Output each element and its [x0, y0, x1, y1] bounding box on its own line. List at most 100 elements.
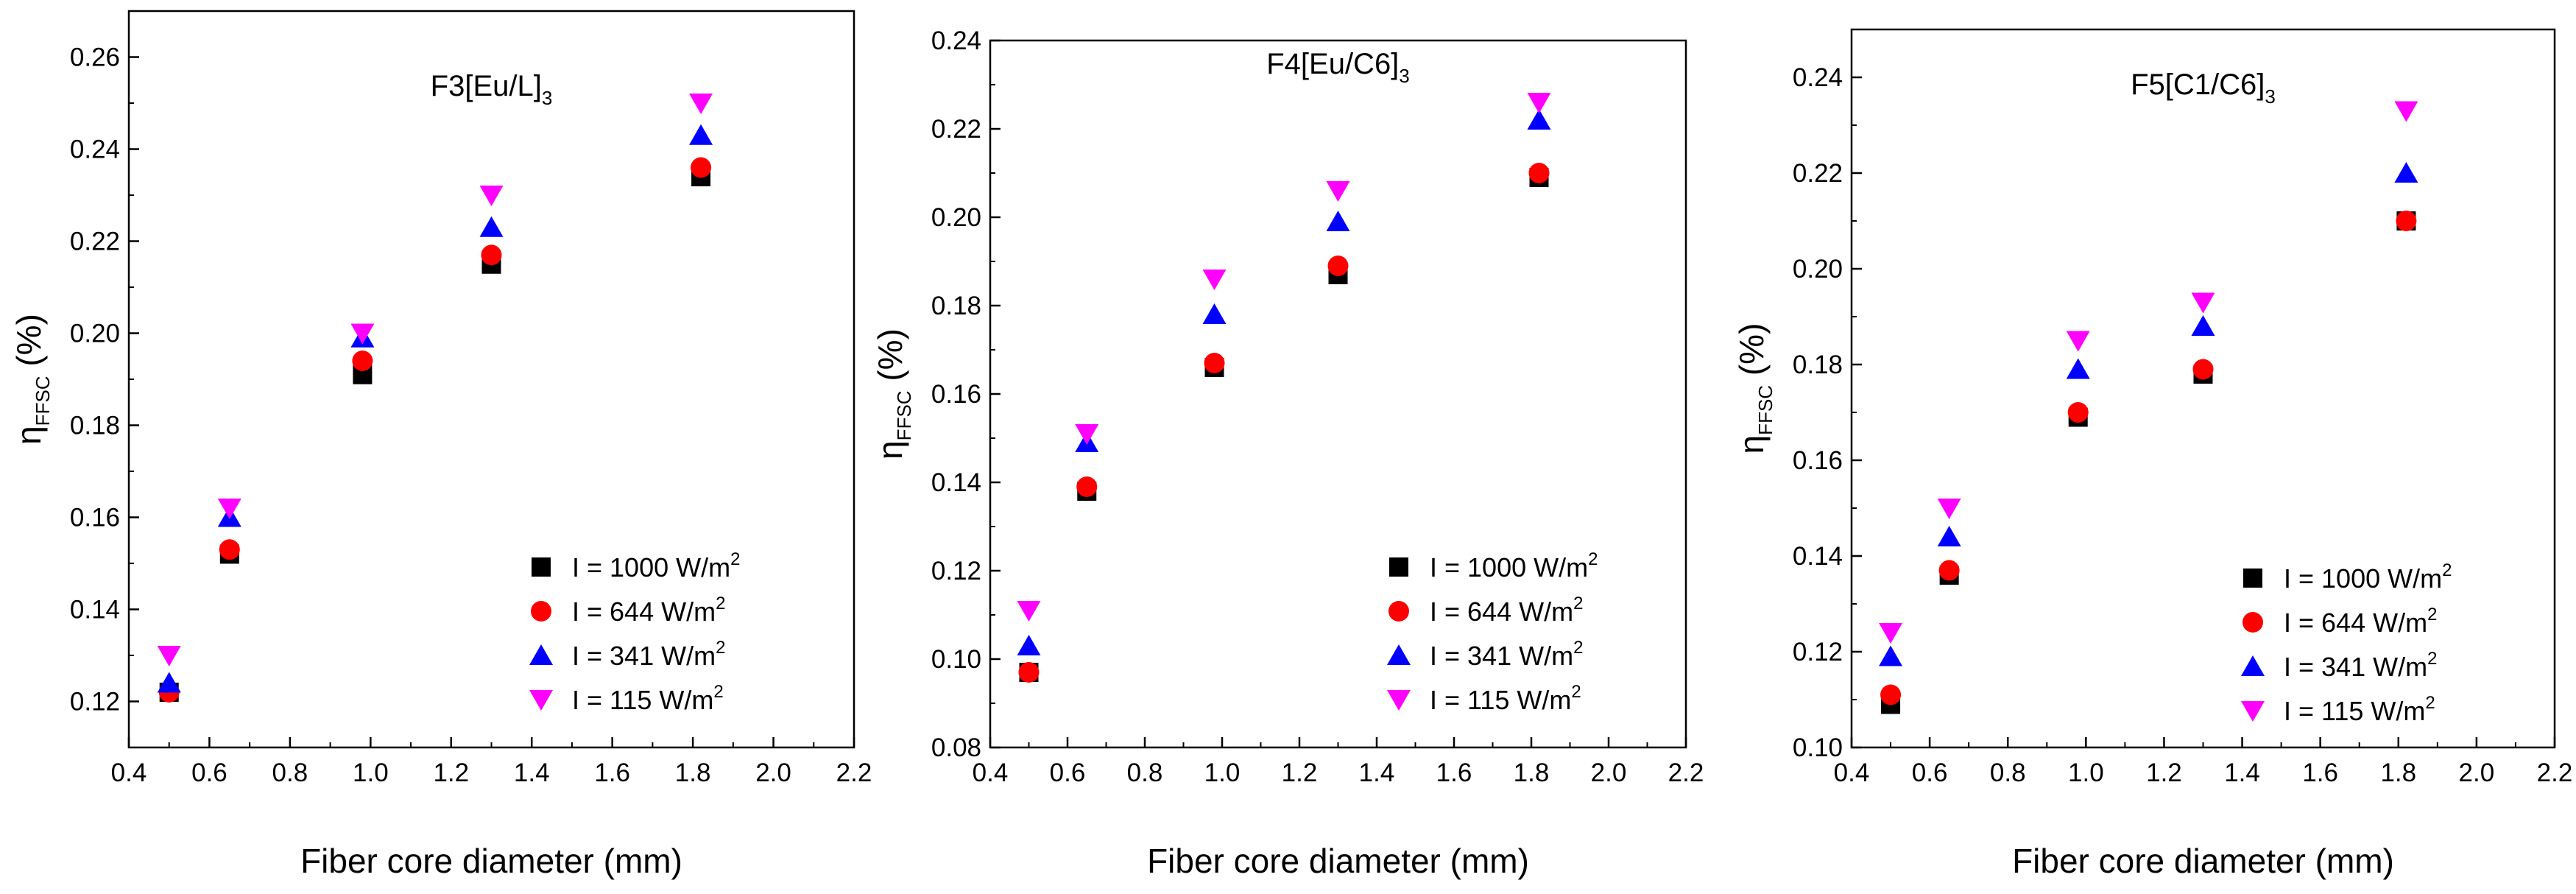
panel-title: F3[Eu/L]3 [431, 70, 553, 109]
data-point [2191, 315, 2215, 336]
x-tick-label: 1.8 [675, 759, 711, 787]
x-axis-title: Fiber core diameter (mm) [300, 842, 682, 880]
legend-label-text: I = 1000 W/m [572, 552, 730, 582]
x-tick-label: 2.0 [1591, 759, 1627, 787]
y-axis-title: ηFFSC (%) [10, 314, 54, 445]
legend-label-superscript: 2 [1571, 682, 1581, 702]
data-point [1326, 181, 1350, 202]
data-point [1018, 662, 1040, 683]
x-axis-title: Fiber core diameter (mm) [2012, 842, 2394, 880]
plot-frame [1850, 28, 2556, 749]
legend-marker [2241, 655, 2265, 676]
legend-label-text: I = 341 W/m [572, 641, 716, 671]
legend-label-superscript: 2 [1573, 594, 1583, 613]
legend: I = 1000 W/m2I = 644 W/m2I = 341 W/m2I =… [1387, 549, 1598, 715]
panel-title: F4[Eu/C6]3 [1266, 48, 1410, 87]
y-axis-subscript: FFSC [1754, 385, 1776, 435]
legend: I = 1000 W/m2I = 644 W/m2I = 341 W/m2I =… [2241, 560, 2452, 726]
legend-label-superscript: 2 [713, 682, 723, 702]
data-point [1880, 684, 1902, 705]
y-tick-label: 0.08 [931, 733, 981, 762]
data-point [1327, 256, 1349, 276]
x-tick-label: 1.8 [2380, 759, 2416, 787]
legend-label: I = 341 W/m2 [2284, 649, 2437, 682]
y-axis-unit: (%) [871, 328, 909, 390]
series-4 [157, 94, 713, 666]
legend-label-text: I = 1000 W/m [2284, 563, 2442, 594]
legend-label-text: I = 341 W/m [1430, 641, 1573, 671]
series-2 [1018, 163, 1550, 683]
legend-marker [529, 644, 553, 665]
y-tick-label: 0.18 [70, 412, 120, 440]
data-point [1937, 499, 1961, 519]
data-point [1202, 270, 1227, 290]
x-tick-label: 1.0 [2068, 759, 2104, 787]
x-tick-label: 2.0 [2459, 759, 2495, 787]
data-point [1076, 476, 1098, 497]
legend: I = 1000 W/m2I = 644 W/m2I = 341 W/m2I =… [529, 549, 740, 715]
legend-label-text: I = 1000 W/m [1430, 552, 1588, 582]
y-tick-label: 0.12 [931, 557, 981, 585]
data-point [1017, 601, 1041, 622]
x-tick-label: 1.0 [353, 759, 389, 787]
y-tick-label: 0.24 [70, 135, 120, 164]
legend-label: I = 1000 W/m2 [572, 549, 740, 582]
x-tick-label: 0.6 [1912, 759, 1948, 787]
legend-label-text: I = 115 W/m [572, 685, 713, 715]
legend-label: I = 115 W/m2 [572, 682, 724, 715]
y-tick-label: 0.22 [70, 228, 120, 256]
legend-marker [2241, 701, 2265, 722]
data-point [1937, 526, 1961, 546]
legend-label-text: I = 644 W/m [572, 596, 716, 627]
legend-label-superscript: 2 [1573, 638, 1583, 658]
legend-label-superscript: 2 [716, 594, 725, 613]
data-point [1938, 560, 1960, 581]
data-point [1527, 93, 1551, 113]
legend-label-text: I = 115 W/m [2284, 696, 2425, 726]
x-tick-label: 0.6 [1050, 759, 1086, 787]
data-point [479, 216, 504, 237]
legend-label-superscript: 2 [2427, 649, 2437, 669]
legend-label-superscript: 2 [2427, 605, 2437, 624]
x-tick-label: 1.0 [1204, 759, 1241, 787]
data-point [1326, 211, 1350, 231]
data-point [1528, 163, 1550, 183]
y-tick-label: 0.14 [70, 596, 120, 624]
x-tick-label: 0.6 [191, 759, 227, 787]
x-tick-label: 2.2 [1668, 759, 1704, 787]
y-tick-label: 0.10 [931, 645, 981, 674]
x-tick-label: 0.4 [111, 759, 147, 787]
y-tick-label: 0.24 [1793, 63, 1843, 92]
x-tick-label: 2.2 [2537, 759, 2573, 787]
y-tick-label: 0.18 [1793, 351, 1843, 379]
legend-label: I = 644 W/m2 [1430, 594, 1583, 627]
legend-marker [1389, 557, 1408, 577]
x-tick-label: 2.2 [836, 759, 872, 787]
legend-label: I = 1000 W/m2 [1430, 549, 1598, 582]
y-axis-symbol: η [10, 426, 48, 445]
data-point [157, 672, 181, 693]
legend-label: I = 115 W/m2 [2284, 693, 2435, 726]
panel-title-subscript: 3 [2265, 85, 2275, 108]
legend-label-superscript: 2 [1588, 549, 1598, 569]
chart-panel-1: 0.4 0.6 0.8 1.0 1.2 1.4 1.6 1.8 2.0 2.2 0.12 0.14 0.… [10, 10, 872, 880]
x-tick-label: 1.8 [1514, 759, 1550, 787]
data-point [157, 646, 181, 666]
legend-label-superscript: 2 [716, 638, 725, 658]
x-tick-label: 0.4 [1834, 759, 1870, 787]
legend-label-text: I = 115 W/m [1430, 685, 1571, 715]
x-tick-label: 1.4 [1359, 759, 1395, 787]
y-tick-label: 0.18 [931, 292, 981, 320]
data-point [352, 351, 373, 371]
panel-title-text: F3[Eu/L] [431, 70, 542, 102]
legend-marker [531, 601, 551, 622]
legend-marker [529, 690, 553, 711]
legend-label-superscript: 2 [730, 549, 740, 569]
data-point [1527, 109, 1551, 130]
legend-label-superscript: 2 [2442, 560, 2452, 580]
panel-title-subscript: 3 [1399, 65, 1409, 87]
legend-label: I = 1000 W/m2 [2284, 560, 2452, 594]
y-axis-subscript: FFSC [32, 376, 54, 426]
chart-panel-3: 0.4 0.6 0.8 1.0 1.2 1.4 1.6 1.8 2.0 2.2 0.10 0.12 0.… [1732, 28, 2573, 880]
